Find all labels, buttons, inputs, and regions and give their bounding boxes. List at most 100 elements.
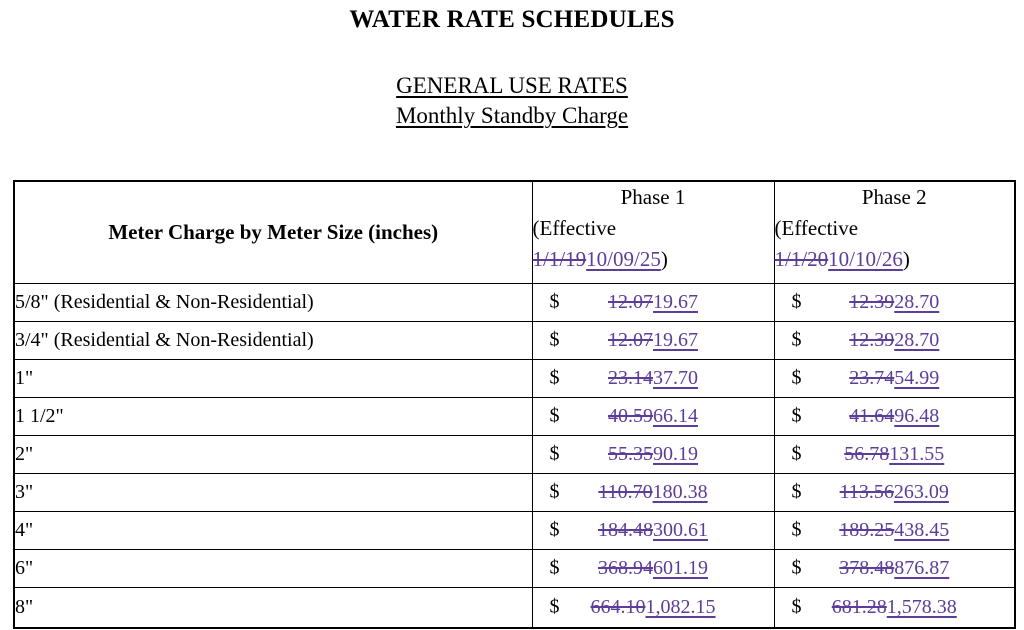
inserted-amount: 300.61 — [653, 518, 708, 541]
amount-revision: 41.6496.48 — [849, 405, 939, 427]
inserted-amount: 438.45 — [894, 518, 950, 541]
phase1-inserted-date: 10/09/25 — [586, 247, 661, 271]
dollar-sign: $ — [791, 328, 802, 351]
deleted-amount: 40.59 — [608, 404, 653, 427]
phase2-effective-label: (Effective — [774, 216, 859, 240]
deleted-amount: 56.78 — [844, 442, 890, 465]
phase2-amount-cell: $189.25438.45 — [773, 510, 1016, 550]
dollar-sign: $ — [549, 480, 560, 503]
table-row: 4" $184.48300.61 $189.25438.45 — [13, 510, 1016, 550]
deleted-amount: 12.07 — [608, 328, 653, 351]
inserted-amount: 90.19 — [653, 442, 698, 465]
meter-size-cell: 8" — [13, 586, 533, 629]
table-row: 8" $664.101,082.15 $681.281,578.38 — [13, 586, 1016, 629]
phase2-amount-cell: $56.78131.55 — [773, 434, 1016, 474]
meter-size-cell: 5/8" (Residential & Non-Residential) — [13, 282, 533, 322]
meter-size-cell: 1" — [13, 358, 533, 398]
deleted-amount: 23.74 — [849, 366, 895, 389]
amount-revision: 681.281,578.38 — [832, 596, 957, 618]
phase1-amount-cell: $40.5966.14 — [531, 396, 775, 436]
deleted-amount: 23.14 — [608, 366, 653, 389]
amount-revision: 55.3590.19 — [608, 443, 698, 465]
dollar-sign: $ — [549, 442, 560, 465]
phase1-deleted-date: 1/1/19 — [532, 247, 587, 271]
phase1-close-paren: ) — [660, 247, 668, 271]
inserted-amount: 263.09 — [893, 480, 949, 503]
meter-size-cell: 3/4" (Residential & Non-Residential) — [13, 320, 533, 360]
amount-revision: 378.48876.87 — [839, 557, 949, 579]
inserted-amount: 28.70 — [894, 328, 940, 351]
deleted-amount: 184.48 — [598, 518, 653, 541]
amount-revision: 189.25438.45 — [839, 519, 949, 541]
deleted-amount: 41.64 — [849, 404, 895, 427]
inserted-amount: 1,578.38 — [886, 595, 957, 618]
subsection-heading-text: Monthly Standby Charge — [395, 103, 629, 128]
phase1-amount-cell: $12.0719.67 — [531, 282, 775, 322]
phase2-amount-cell: $23.7454.99 — [773, 358, 1016, 398]
section-heading: GENERAL USE RATES — [0, 71, 1024, 101]
inserted-amount: 180.38 — [652, 480, 708, 503]
phase1-amount-cell: $55.3590.19 — [531, 434, 775, 474]
dollar-sign: $ — [791, 290, 802, 313]
amount-revision: 12.0719.67 — [608, 291, 698, 313]
deleted-amount: 189.25 — [839, 518, 895, 541]
phase2-title: Phase 2 — [861, 185, 927, 209]
header-phase1: Phase 1 (Effective 1/1/1910/09/25) — [531, 180, 775, 284]
section-heading-text: GENERAL USE RATES — [396, 73, 628, 98]
document-title: WATER RATE SCHEDULES — [349, 6, 675, 33]
meter-size-cell: 6" — [13, 548, 533, 588]
dollar-sign: $ — [549, 328, 560, 351]
deleted-amount: 368.94 — [598, 556, 653, 579]
table-row: 5/8" (Residential & Non-Residential) $12… — [13, 282, 1016, 322]
dollar-sign: $ — [549, 556, 560, 579]
deleted-amount: 113.56 — [839, 480, 894, 503]
inserted-amount: 66.14 — [653, 404, 698, 427]
phase2-amount-cell: $378.48876.87 — [773, 548, 1016, 588]
header-phase2: Phase 2 (Effective 1/1/2010/10/26) — [773, 180, 1016, 284]
amount-revision: 664.101,082.15 — [591, 596, 716, 618]
meter-size-cell: 1 1/2" — [13, 396, 533, 436]
phase2-amount-cell: $12.3928.70 — [773, 320, 1016, 360]
dollar-sign: $ — [549, 518, 560, 541]
phase2-dates: 1/1/2010/10/26) — [775, 244, 1015, 275]
amount-revision: 12.3928.70 — [849, 291, 939, 313]
phase2-inserted-date: 10/10/26 — [828, 247, 903, 271]
phase2-amount-cell: $12.3928.70 — [773, 282, 1016, 322]
phase1-amount-cell: $664.101,082.15 — [531, 586, 775, 629]
phase2-deleted-date: 1/1/20 — [774, 247, 829, 271]
phase1-amount-cell: $23.1437.70 — [531, 358, 775, 398]
dollar-sign: $ — [791, 595, 802, 618]
deleted-amount: 110.70 — [598, 480, 653, 503]
inserted-amount: 37.70 — [653, 366, 698, 389]
phase2-amount-cell: $113.56263.09 — [773, 472, 1016, 512]
inserted-amount: 19.67 — [653, 290, 698, 313]
inserted-amount: 19.67 — [653, 328, 698, 351]
inserted-amount: 28.70 — [894, 290, 940, 313]
dollar-sign: $ — [791, 442, 802, 465]
header-meter-size: Meter Charge by Meter Size (inches) — [13, 180, 533, 284]
amount-revision: 40.5966.14 — [608, 405, 698, 427]
inserted-amount: 54.99 — [894, 366, 940, 389]
dollar-sign: $ — [549, 404, 560, 427]
deleted-amount: 664.10 — [590, 595, 646, 618]
subtitle-block: GENERAL USE RATES Monthly Standby Charge — [0, 71, 1024, 131]
meter-size-cell: 3" — [13, 472, 533, 512]
inserted-amount: 96.48 — [894, 404, 940, 427]
deleted-amount: 681.28 — [831, 595, 887, 618]
deleted-amount: 378.48 — [839, 556, 895, 579]
table-row: 1 1/2" $40.5966.14 $41.6496.48 — [13, 396, 1016, 436]
phase1-amount-cell: $184.48300.61 — [531, 510, 775, 550]
phase1-amount-cell: $12.0719.67 — [531, 320, 775, 360]
amount-revision: 184.48300.61 — [598, 519, 708, 541]
dollar-sign: $ — [791, 480, 802, 503]
amount-revision: 368.94601.19 — [598, 557, 708, 579]
amount-revision: 56.78131.55 — [844, 443, 944, 465]
deleted-amount: 12.39 — [849, 290, 895, 313]
phase1-title: Phase 1 — [620, 185, 686, 209]
phase1-effective-label: (Effective — [532, 216, 617, 240]
amount-revision: 12.0719.67 — [608, 329, 698, 351]
phase1-amount-cell: $368.94601.19 — [531, 548, 775, 588]
phase2-close-paren: ) — [902, 247, 910, 271]
inserted-amount: 1,082.15 — [645, 595, 716, 618]
amount-revision: 110.70180.38 — [598, 481, 707, 503]
